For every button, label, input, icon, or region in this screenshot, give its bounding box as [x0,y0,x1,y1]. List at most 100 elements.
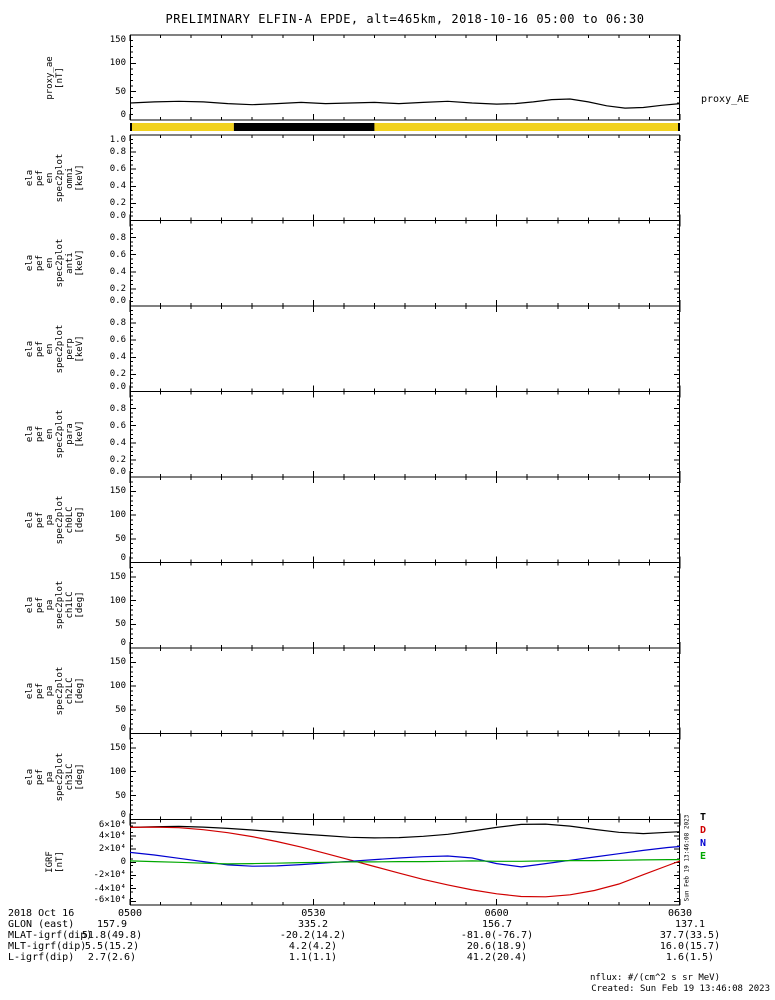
time-axis-label: 0630 [667,908,693,919]
y-tick-label: 0.2 [109,454,126,465]
y-tick-label: 100 [109,58,126,69]
time-axis-label: 0500 [117,908,143,919]
y-tick-label: 4×10⁴ [98,830,126,841]
y-tick-label: 0 [120,723,126,734]
panel-ylabel-ela_pef_en_spec2plot_anti: ela pef en spec2plot anti [keV] [25,238,85,288]
y-tick-label: 100 [109,766,126,777]
panel-ylabel-ela_pef_en_spec2plot_para: ela pef en spec2plot para [keV] [25,409,85,459]
mode-bar-endcap [678,123,680,131]
lshell-value-3: 41.2(20.4) [466,952,528,963]
y-tick-label: 0.8 [109,318,126,329]
lshell-value-4: 1.6(1.5) [665,952,715,963]
panel-ylabel-ela_pef_pa_spec2plot_ch3LC: ela pef pa spec2plot ch3LC [deg] [25,752,85,801]
panel-frame-proxy_ae [130,34,680,121]
igrf-legend-D: D [700,825,707,836]
y-tick-label: 50 [115,704,126,715]
panel-frame-ela_pef_en_spec2plot_omni [130,134,680,221]
lshell-value-2: 1.1(1.1) [288,952,338,963]
lshell-value-1: 2.7(2.6) [87,952,137,963]
glon-value-2: 335.2 [297,919,329,930]
y-tick-label: 0.8 [109,147,126,158]
mode-bar-segment [374,123,680,131]
panel-ylabel-ela_pef_en_spec2plot_omni: ela pef en spec2plot omni [keV] [25,153,85,203]
mlat-value-3: -81.0(-76.7) [460,930,534,941]
created-label: Created: Sun Feb 19 13:46:08 2023 [591,984,770,994]
y-tick-label: 0.4 [109,437,126,448]
y-tick-label: 0.0 [109,296,126,306]
y-tick-label: 0.4 [109,266,126,277]
mlat-value-2: -20.2(14.2) [279,930,347,941]
y-tick-label: 0.2 [109,369,126,380]
y-tick-label: -2×10⁴ [93,870,126,881]
series-T [129,823,681,839]
y-tick-label: 1.0 [109,135,126,145]
glon-value-4: 137.1 [674,919,706,930]
row-label-glon: GLON (east) [8,919,75,930]
y-tick-label: 50 [115,790,126,801]
y-tick-label: 100 [109,681,126,691]
panel-frame-ela_pef_pa_spec2plot_ch3LC [130,733,680,820]
mlt-value-1: 5.5(15.2) [84,941,140,952]
igrf-legend-E: E [700,851,707,862]
y-tick-label: 0.6 [109,420,126,431]
mlt-value-3: 20.6(18.9) [466,941,528,952]
y-tick-label: 0.6 [109,164,126,175]
y-tick-label: 0 [120,110,126,120]
y-tick-label: 150 [109,742,126,753]
y-tick-label: 100 [109,595,126,606]
mode-bar-endcap [130,123,132,131]
mlat-value-4: 37.7(33.5) [659,930,721,941]
mode-bar-segment [130,123,234,131]
y-tick-label: 50 [115,86,126,97]
y-tick-label: 0.2 [109,283,126,294]
y-tick-label: 0.0 [109,210,126,221]
y-tick-label: 150 [109,486,126,497]
y-tick-label: 50 [115,619,126,630]
igrf-legend-N: N [700,838,707,849]
y-tick-label: -4×10⁴ [93,883,126,894]
mlt-value-4: 16.0(15.7) [659,941,721,952]
row-label-mlt: MLT-igrf(dip) [8,941,87,952]
y-tick-label: 2×10⁴ [98,844,126,855]
glon-value-1: 157.9 [96,919,128,930]
y-tick-label: 6×10⁴ [98,819,126,830]
panel-frame-ela_pef_pa_spec2plot_ch1LC [130,562,680,649]
y-tick-label: 0 [120,552,126,563]
panel-ylabel-ela_pef_pa_spec2plot_ch0LC: ela pef pa spec2plot ch0LC [deg] [25,495,85,545]
panel-ylabel-ela_pef_pa_spec2plot_ch1LC: ela pef pa spec2plot ch1LC [deg] [25,580,85,630]
y-tick-label: 150 [109,571,126,582]
mode-bar-segment [233,123,375,131]
y-tick-label: 0.0 [109,467,126,477]
plot-title: PRELIMINARY ELFIN-A EPDE, alt=465km, 201… [165,12,645,26]
y-tick-label: 0 [120,857,126,868]
mlt-value-2: 4.2(4.2) [288,941,338,952]
igrf-legend-T: T [700,812,707,823]
series-E [129,858,680,865]
proxy-ae-series-label: proxy_AE [701,94,750,105]
time-axis-label: 0530 [301,908,326,919]
panel-ylabel-ela_pef_pa_spec2plot_ch2LC: ela pef pa spec2plot ch2LC [deg] [25,666,85,716]
y-tick-label: 0.4 [109,181,126,192]
y-tick-label: 0.8 [109,232,126,243]
row-label-mlat: MLAT-igrf(dip) [8,930,93,941]
y-tick-label: 0.2 [109,198,126,209]
y-tick-label: 0 [120,638,126,648]
y-tick-label: 0.6 [109,249,126,260]
y-tick-label: 0.8 [109,403,126,414]
y-tick-label: 150 [109,657,126,668]
mlat-value-1: 51.8(49.8) [81,930,143,941]
nflux-units-label: nflux: #/(cm^2 s sr MeV) [589,973,720,983]
panel-ylabel-ela_pef_en_spec2plot_perp: ela pef en spec2plot perp [keV] [25,324,85,374]
row-label-lshell: L-igrf(dip) [8,952,75,963]
panel-frame-ela_pef_en_spec2plot_para [130,391,680,478]
y-tick-label: 0.0 [109,381,126,392]
plot-timestamp-vertical: Sun Feb 19 13:46:08 2023 [683,814,691,902]
date-label: 2018 Oct 16 [8,908,75,919]
time-axis-label: 0600 [484,908,509,919]
y-tick-label: 0 [120,809,126,820]
panel-frame-ela_pef_en_spec2plot_perp [130,305,680,392]
y-tick-label: 0.6 [109,335,126,346]
y-tick-label: 50 [115,533,126,544]
